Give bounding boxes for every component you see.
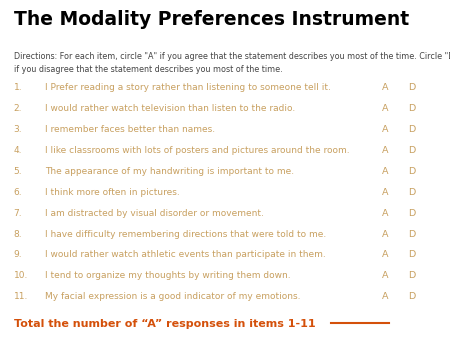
Text: A: A (382, 146, 388, 155)
Text: I tend to organize my thoughts by writing them down.: I tend to organize my thoughts by writin… (45, 271, 291, 281)
Text: 9.: 9. (14, 250, 22, 260)
Text: A: A (382, 250, 388, 260)
Text: A: A (382, 125, 388, 134)
Text: The Modality Preferences Instrument: The Modality Preferences Instrument (14, 10, 409, 29)
Text: A: A (382, 83, 388, 92)
Text: 7.: 7. (14, 209, 22, 218)
Text: 3.: 3. (14, 125, 22, 134)
Text: 6.: 6. (14, 188, 22, 197)
Text: A: A (382, 230, 388, 239)
Text: D: D (408, 146, 415, 155)
Text: I think more often in pictures.: I think more often in pictures. (45, 188, 180, 197)
Text: D: D (408, 83, 415, 92)
Text: 4.: 4. (14, 146, 22, 155)
Text: I am distracted by visual disorder or movement.: I am distracted by visual disorder or mo… (45, 209, 264, 218)
Text: D: D (408, 271, 415, 281)
Text: A: A (382, 271, 388, 281)
Text: D: D (408, 209, 415, 218)
Text: A: A (382, 292, 388, 301)
Text: D: D (408, 188, 415, 197)
Text: A: A (382, 209, 388, 218)
Text: Total the number of “A” responses in items 1-11: Total the number of “A” responses in ite… (14, 319, 315, 330)
Text: I would rather watch television than listen to the radio.: I would rather watch television than lis… (45, 104, 295, 113)
Text: 5.: 5. (14, 167, 22, 176)
Text: 10.: 10. (14, 271, 28, 281)
Text: A: A (382, 167, 388, 176)
Text: 1.: 1. (14, 83, 22, 92)
Text: I remember faces better than names.: I remember faces better than names. (45, 125, 215, 134)
Text: I would rather watch athletic events than participate in them.: I would rather watch athletic events tha… (45, 250, 326, 260)
Text: 8.: 8. (14, 230, 22, 239)
Text: D: D (408, 167, 415, 176)
Text: 11.: 11. (14, 292, 28, 301)
Text: I like classrooms with lots of posters and pictures around the room.: I like classrooms with lots of posters a… (45, 146, 350, 155)
Text: Directions: For each item, circle "A" if you agree that the statement describes : Directions: For each item, circle "A" if… (14, 52, 450, 74)
Text: A: A (382, 104, 388, 113)
Text: My facial expression is a good indicator of my emotions.: My facial expression is a good indicator… (45, 292, 301, 301)
Text: A: A (382, 188, 388, 197)
Text: I have difficulty remembering directions that were told to me.: I have difficulty remembering directions… (45, 230, 326, 239)
Text: D: D (408, 292, 415, 301)
Text: D: D (408, 104, 415, 113)
Text: I Prefer reading a story rather than listening to someone tell it.: I Prefer reading a story rather than lis… (45, 83, 331, 92)
Text: D: D (408, 250, 415, 260)
Text: 2.: 2. (14, 104, 22, 113)
Text: D: D (408, 125, 415, 134)
Text: The appearance of my handwriting is important to me.: The appearance of my handwriting is impo… (45, 167, 294, 176)
Text: D: D (408, 230, 415, 239)
